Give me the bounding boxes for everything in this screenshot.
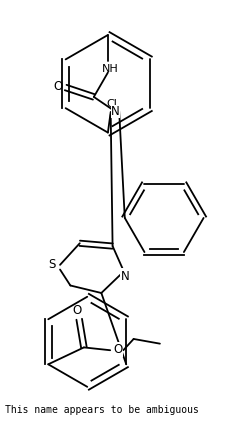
Text: N: N xyxy=(121,270,130,283)
Text: This name appears to be ambiguous: This name appears to be ambiguous xyxy=(5,405,199,415)
Text: O: O xyxy=(54,80,63,93)
Text: N: N xyxy=(111,105,120,118)
Text: S: S xyxy=(48,258,55,271)
Text: NH: NH xyxy=(101,64,118,74)
Text: O: O xyxy=(113,343,122,356)
Text: O: O xyxy=(73,304,82,317)
Text: Cl: Cl xyxy=(106,99,117,109)
